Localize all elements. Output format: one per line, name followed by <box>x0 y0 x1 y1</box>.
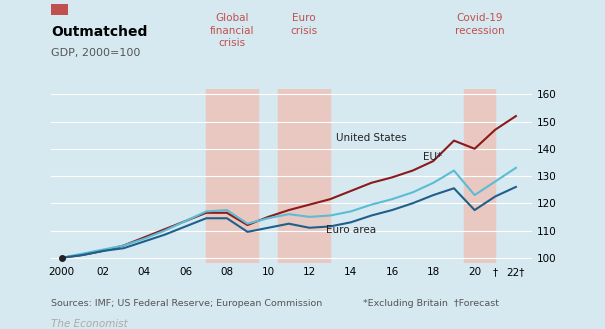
Bar <box>206 89 258 263</box>
Text: GDP, 2000=100: GDP, 2000=100 <box>51 48 141 58</box>
Text: The Economist: The Economist <box>51 319 128 329</box>
Text: EU*: EU* <box>423 152 442 162</box>
Text: Sources: IMF; US Federal Reserve; European Commission: Sources: IMF; US Federal Reserve; Europe… <box>51 299 322 308</box>
Text: Euro area: Euro area <box>326 225 376 235</box>
Text: United States: United States <box>336 133 407 142</box>
Text: Covid-19
recession: Covid-19 recession <box>455 13 505 36</box>
Text: Outmatched: Outmatched <box>51 25 148 39</box>
Bar <box>464 89 495 263</box>
Bar <box>278 89 330 263</box>
Text: Euro
crisis: Euro crisis <box>291 13 318 36</box>
Text: *Excluding Britain  †Forecast: *Excluding Britain †Forecast <box>363 299 499 308</box>
Text: Global
financial
crisis: Global financial crisis <box>210 13 254 48</box>
